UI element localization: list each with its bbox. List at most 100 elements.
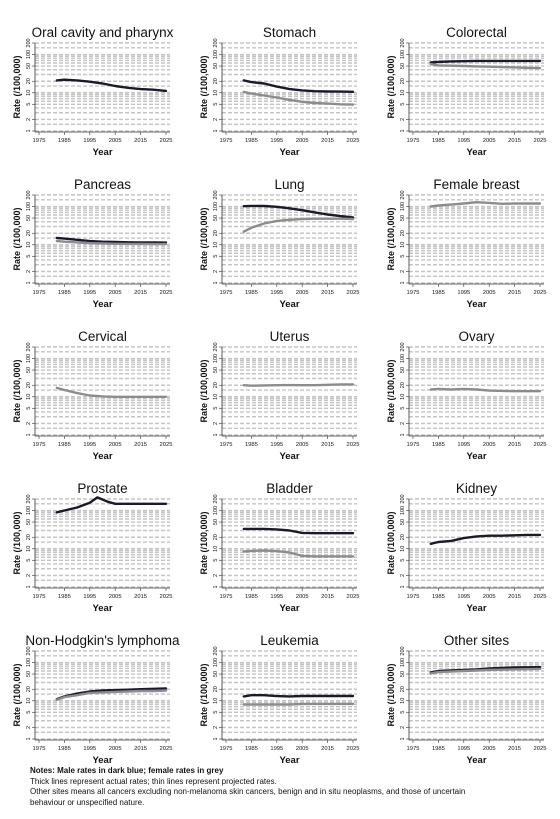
y-tick-label: 10 xyxy=(213,394,219,400)
x-tick-label: 2015 xyxy=(508,290,521,296)
y-tick-label: 10 xyxy=(213,698,219,704)
y-tick-label: 5 xyxy=(213,407,219,410)
x-tick-label: 2015 xyxy=(321,290,334,296)
notes-line-4: behaviour or unspecified nature. xyxy=(30,797,145,807)
y-tick-label: 20 xyxy=(400,686,406,692)
x-tick-label: 2015 xyxy=(134,442,147,448)
x-tick-label: 2015 xyxy=(508,594,521,600)
y-tick-label: 20 xyxy=(26,230,32,236)
x-tick-label: 2005 xyxy=(109,138,122,144)
y-tick-label: 2 xyxy=(400,574,406,577)
x-tick-label: 1985 xyxy=(58,442,71,448)
x-tick-label: 1975 xyxy=(407,138,420,144)
x-tick-label: 2025 xyxy=(534,594,547,600)
x-tick-label: 1975 xyxy=(220,290,233,296)
x-tick-label: 2025 xyxy=(347,594,360,600)
chart-notes: Notes: Male rates in dark blue; female r… xyxy=(30,766,550,808)
x-tick-label: 1985 xyxy=(245,746,258,752)
y-tick-label: 100 xyxy=(26,658,32,667)
x-tick-label: 1985 xyxy=(245,290,258,296)
x-tick-label: 1985 xyxy=(432,442,445,448)
y-tick-label: 5 xyxy=(213,103,219,106)
series-line-male xyxy=(242,79,355,94)
x-tick-label: 1975 xyxy=(33,442,46,448)
chart-title: Non-Hodgkin's lymphoma xyxy=(25,633,180,648)
y-tick-label: 200 xyxy=(26,342,32,351)
chart-title: Oral cavity and pharynx xyxy=(32,25,174,40)
y-tick-label: 200 xyxy=(26,38,32,47)
y-tick-label: 50 xyxy=(400,63,406,69)
y-tick-label: 2 xyxy=(213,118,219,121)
x-tick-label: 1975 xyxy=(33,594,46,600)
x-axis-label: Year xyxy=(279,603,299,614)
chart-title: Stomach xyxy=(263,25,316,40)
x-tick-label: 2025 xyxy=(534,138,547,144)
y-axis-label: Rate (/100,000) xyxy=(386,55,396,118)
x-axis-label: Year xyxy=(279,451,299,462)
y-tick-label: 5 xyxy=(26,711,32,714)
series-line-female xyxy=(429,387,542,393)
x-tick-label: 2015 xyxy=(321,594,334,600)
y-tick-label: 10 xyxy=(26,394,32,400)
x-tick-label: 2025 xyxy=(160,442,173,448)
series-line-female xyxy=(429,62,542,70)
x-tick-label: 2025 xyxy=(347,138,360,144)
y-axis-label: Rate (/100,000) xyxy=(386,207,396,270)
y-tick-label: 5 xyxy=(26,559,32,562)
x-tick-label: 2015 xyxy=(134,594,147,600)
x-tick-label: 2005 xyxy=(483,290,496,296)
chart-title: Colorectal xyxy=(446,25,507,40)
x-tick-label: 2005 xyxy=(296,594,309,600)
x-tick-label: 2005 xyxy=(296,442,309,448)
y-tick-label: 10 xyxy=(213,90,219,96)
x-tick-label: 1985 xyxy=(245,138,258,144)
y-tick-label: 10 xyxy=(400,242,406,248)
x-tick-label: 2025 xyxy=(534,290,547,296)
chart-non-hodgkin-s-lymphoma: Non-Hodgkin's lymphoma 1 2 5 10 20 50 100 200 Rat… xyxy=(12,633,180,766)
x-tick-label: 2015 xyxy=(321,442,334,448)
y-tick-label: 10 xyxy=(26,546,32,552)
y-axis-label: Rate (/100,000) xyxy=(199,511,209,574)
y-tick-label: 50 xyxy=(26,519,32,525)
chart-title: Kidney xyxy=(456,481,498,496)
y-tick-label: 10 xyxy=(400,546,406,552)
y-tick-label: 100 xyxy=(213,658,219,667)
x-tick-label: 1975 xyxy=(407,442,420,448)
y-axis-label: Rate (/100,000) xyxy=(386,663,396,726)
y-tick-label: 1 xyxy=(213,737,219,740)
y-tick-label: 50 xyxy=(400,215,406,221)
y-tick-label: 20 xyxy=(26,534,32,540)
y-tick-label: 2 xyxy=(26,574,32,577)
y-tick-label: 10 xyxy=(213,546,219,552)
x-tick-label: 1995 xyxy=(457,138,470,144)
series-line-female xyxy=(242,90,355,106)
x-tick-label: 2005 xyxy=(296,138,309,144)
x-tick-label: 1975 xyxy=(220,442,233,448)
x-tick-label: 2015 xyxy=(321,746,334,752)
x-tick-label: 2005 xyxy=(483,138,496,144)
y-tick-label: 50 xyxy=(26,671,32,677)
y-axis-label: Rate (/100,000) xyxy=(12,207,22,270)
y-tick-label: 50 xyxy=(213,367,219,373)
y-axis-label: Rate (/100,000) xyxy=(199,207,209,270)
y-tick-label: 10 xyxy=(400,90,406,96)
series-line-female xyxy=(55,689,168,702)
series-line-male xyxy=(55,236,168,244)
y-tick-label: 20 xyxy=(400,534,406,540)
y-tick-label: 20 xyxy=(400,78,406,84)
x-tick-label: 2005 xyxy=(296,746,309,752)
y-tick-label: 1 xyxy=(213,585,219,588)
x-tick-label: 2025 xyxy=(347,442,360,448)
y-tick-label: 2 xyxy=(213,270,219,273)
x-axis-label: Year xyxy=(92,755,112,766)
x-tick-label: 1975 xyxy=(407,594,420,600)
y-tick-label: 100 xyxy=(213,354,219,363)
y-tick-label: 5 xyxy=(213,255,219,258)
y-tick-label: 5 xyxy=(213,711,219,714)
y-tick-label: 2 xyxy=(400,118,406,121)
y-tick-label: 200 xyxy=(26,646,32,655)
series-line-male xyxy=(242,527,355,535)
x-tick-label: 1985 xyxy=(58,138,71,144)
y-tick-label: 5 xyxy=(400,407,406,410)
y-tick-label: 20 xyxy=(213,230,219,236)
